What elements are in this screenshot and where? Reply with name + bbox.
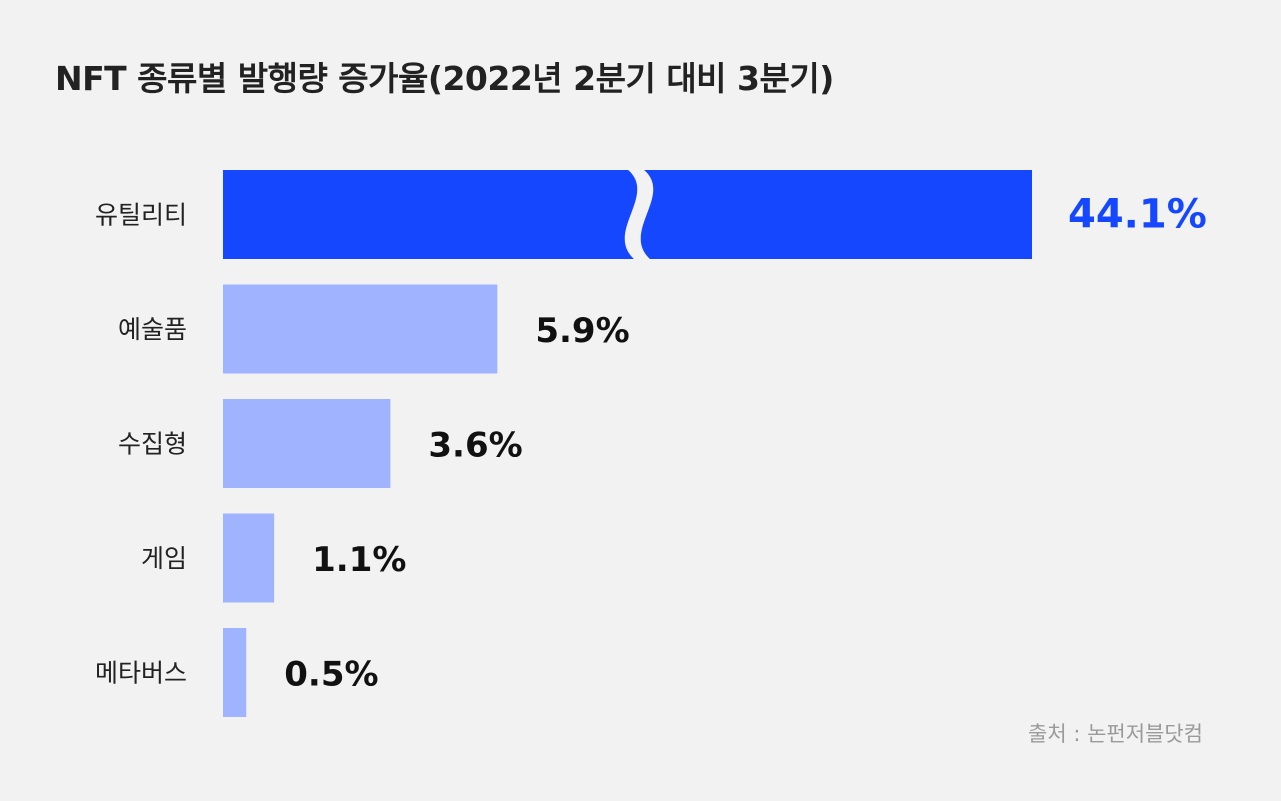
category-label: 메타버스 [95,659,187,688]
axis-break [624,169,654,260]
bar [223,284,498,374]
chart-title: NFT 종류별 발행량 증가율(2022년 2분기 대비 3분기) [55,59,834,98]
value-label: 0.5% [284,655,378,695]
value-label: 5.9% [535,311,629,351]
category-label: 수집형 [118,430,187,459]
category-label: 게임 [141,544,187,573]
value-label: 3.6% [428,426,522,466]
value-label: 44.1% [1068,192,1207,238]
value-labels: 44.1% 5.9% 3.6% 1.1% 0.5% [284,192,1207,695]
bar [223,399,391,488]
source-note: 출처 : 논펀저블닷컴 [1028,722,1203,746]
value-label: 1.1% [312,540,406,580]
bar [223,513,275,603]
bars [223,169,1032,717]
bar [223,628,247,717]
category-label: 유틸리티 [95,201,187,230]
category-label: 예술품 [118,315,187,344]
